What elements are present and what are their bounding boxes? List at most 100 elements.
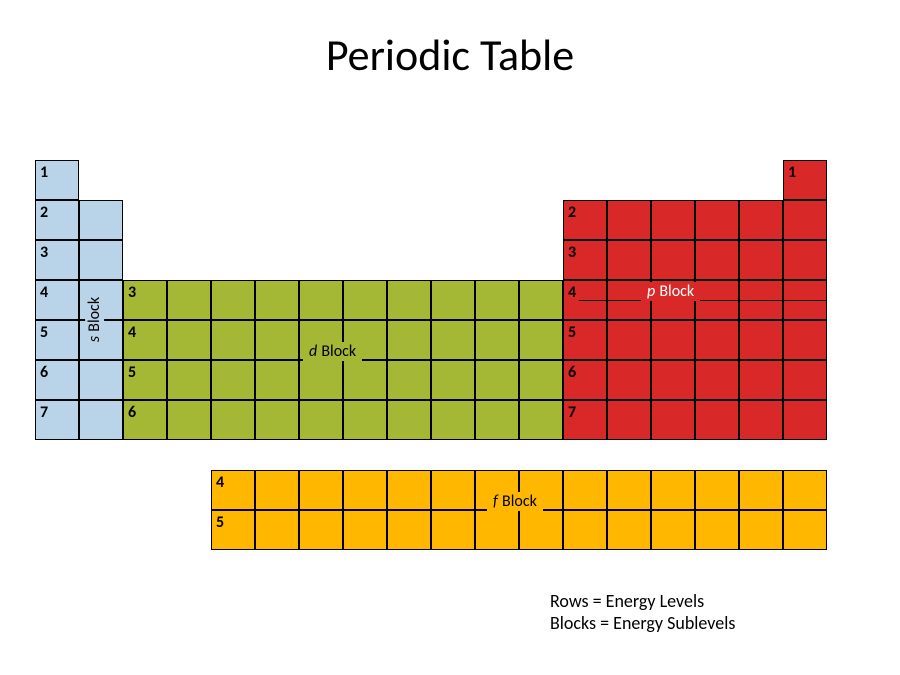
cell-d-2-6: 6 bbox=[123, 400, 167, 440]
cell-s-0-2: 3 bbox=[35, 240, 79, 280]
cell-number: 5 bbox=[568, 323, 576, 342]
cell-d-9-6 bbox=[431, 400, 475, 440]
cell-p-15-1 bbox=[695, 200, 739, 240]
cell-f-3-0 bbox=[343, 470, 387, 510]
p-block-label: p Block bbox=[641, 282, 700, 301]
cell-p-13-4 bbox=[607, 320, 651, 360]
cell-number: 3 bbox=[40, 243, 48, 262]
cell-number: 4 bbox=[568, 283, 576, 302]
cell-number: 3 bbox=[568, 243, 576, 262]
cell-number: 4 bbox=[216, 473, 224, 492]
cell-p-17-4 bbox=[783, 320, 827, 360]
cell-p-14-6 bbox=[651, 400, 695, 440]
cell-f-8-1 bbox=[563, 510, 607, 550]
cell-f-12-1 bbox=[739, 510, 783, 550]
cell-d-7-6 bbox=[343, 400, 387, 440]
cell-f-0-0: 4 bbox=[211, 470, 255, 510]
cell-f-3-1 bbox=[343, 510, 387, 550]
cell-number: 6 bbox=[128, 403, 136, 422]
cell-f-6-1 bbox=[475, 510, 519, 550]
cell-number: 2 bbox=[568, 203, 576, 222]
legend-line-1: Rows = Energy Levels bbox=[550, 590, 735, 612]
cell-number: 4 bbox=[128, 323, 136, 342]
cell-d-5-6 bbox=[255, 400, 299, 440]
cell-number: 5 bbox=[128, 363, 136, 382]
cell-d-10-5 bbox=[475, 360, 519, 400]
cell-d-2-4: 4 bbox=[123, 320, 167, 360]
cell-f-0-1: 5 bbox=[211, 510, 255, 550]
cell-f-4-0 bbox=[387, 470, 431, 510]
cell-number: 1 bbox=[40, 163, 48, 182]
cell-number: 7 bbox=[568, 403, 576, 422]
cell-d-5-3 bbox=[255, 280, 299, 320]
cell-p-16-1 bbox=[739, 200, 783, 240]
cell-number: 6 bbox=[568, 363, 576, 382]
cell-p-13-1 bbox=[607, 200, 651, 240]
cell-f-5-1 bbox=[431, 510, 475, 550]
cell-f-1-1 bbox=[255, 510, 299, 550]
s-block-label: s Block bbox=[85, 293, 104, 346]
cell-p-14-1 bbox=[651, 200, 695, 240]
cell-p-13-5 bbox=[607, 360, 651, 400]
cell-p-17-0: 1 bbox=[783, 160, 827, 200]
cell-p-15-4 bbox=[695, 320, 739, 360]
cell-f-9-1 bbox=[607, 510, 651, 550]
cell-d-3-4 bbox=[167, 320, 211, 360]
cell-p-14-5 bbox=[651, 360, 695, 400]
cell-f-11-1 bbox=[695, 510, 739, 550]
cell-d-8-5 bbox=[387, 360, 431, 400]
cell-d-10-4 bbox=[475, 320, 519, 360]
cell-d-11-3 bbox=[519, 280, 563, 320]
cell-p-15-5 bbox=[695, 360, 739, 400]
cell-p-12-6: 7 bbox=[563, 400, 607, 440]
cell-p-13-6 bbox=[607, 400, 651, 440]
cell-f-10-1 bbox=[651, 510, 695, 550]
cell-d-6-5 bbox=[299, 360, 343, 400]
cell-p-13-2 bbox=[607, 240, 651, 280]
cell-f-7-1 bbox=[519, 510, 563, 550]
cell-p-12-4: 5 bbox=[563, 320, 607, 360]
cell-d-11-5 bbox=[519, 360, 563, 400]
cell-d-9-3 bbox=[431, 280, 475, 320]
cell-d-3-5 bbox=[167, 360, 211, 400]
f-block-label: f Block bbox=[487, 492, 543, 511]
cell-d-10-3 bbox=[475, 280, 519, 320]
cell-number: 7 bbox=[40, 403, 48, 422]
cell-d-9-4 bbox=[431, 320, 475, 360]
cell-p-12-1: 2 bbox=[563, 200, 607, 240]
page-title: Periodic Table bbox=[0, 0, 900, 82]
legend: Rows = Energy Levels Blocks = Energy Sub… bbox=[550, 590, 735, 634]
cell-p-16-6 bbox=[739, 400, 783, 440]
legend-line-2: Blocks = Energy Sublevels bbox=[550, 612, 735, 634]
cell-p-15-2 bbox=[695, 240, 739, 280]
cell-f-13-1 bbox=[783, 510, 827, 550]
cell-f-11-0 bbox=[695, 470, 739, 510]
cell-d-6-6 bbox=[299, 400, 343, 440]
cell-s-0-5: 6 bbox=[35, 360, 79, 400]
cell-d-4-4 bbox=[211, 320, 255, 360]
cell-d-11-6 bbox=[519, 400, 563, 440]
cell-number: 2 bbox=[40, 203, 48, 222]
cell-number: 4 bbox=[40, 283, 48, 302]
cell-p-17-6 bbox=[783, 400, 827, 440]
cell-d-7-5 bbox=[343, 360, 387, 400]
cell-f-10-0 bbox=[651, 470, 695, 510]
cell-f-1-0 bbox=[255, 470, 299, 510]
cell-s-0-1: 2 bbox=[35, 200, 79, 240]
cell-s-0-0: 1 bbox=[35, 160, 79, 200]
cell-f-2-0 bbox=[299, 470, 343, 510]
cell-number: 6 bbox=[40, 363, 48, 382]
cell-p-14-4 bbox=[651, 320, 695, 360]
cell-d-4-3 bbox=[211, 280, 255, 320]
cell-f-5-0 bbox=[431, 470, 475, 510]
cell-s-0-3: 4 bbox=[35, 280, 79, 320]
cell-f-9-0 bbox=[607, 470, 651, 510]
cell-p-15-6 bbox=[695, 400, 739, 440]
cell-d-8-3 bbox=[387, 280, 431, 320]
cell-d-8-6 bbox=[387, 400, 431, 440]
cell-d-2-5: 5 bbox=[123, 360, 167, 400]
cell-d-5-4 bbox=[255, 320, 299, 360]
cell-number: 3 bbox=[128, 283, 136, 302]
cell-p-16-4 bbox=[739, 320, 783, 360]
cell-f-8-0 bbox=[563, 470, 607, 510]
